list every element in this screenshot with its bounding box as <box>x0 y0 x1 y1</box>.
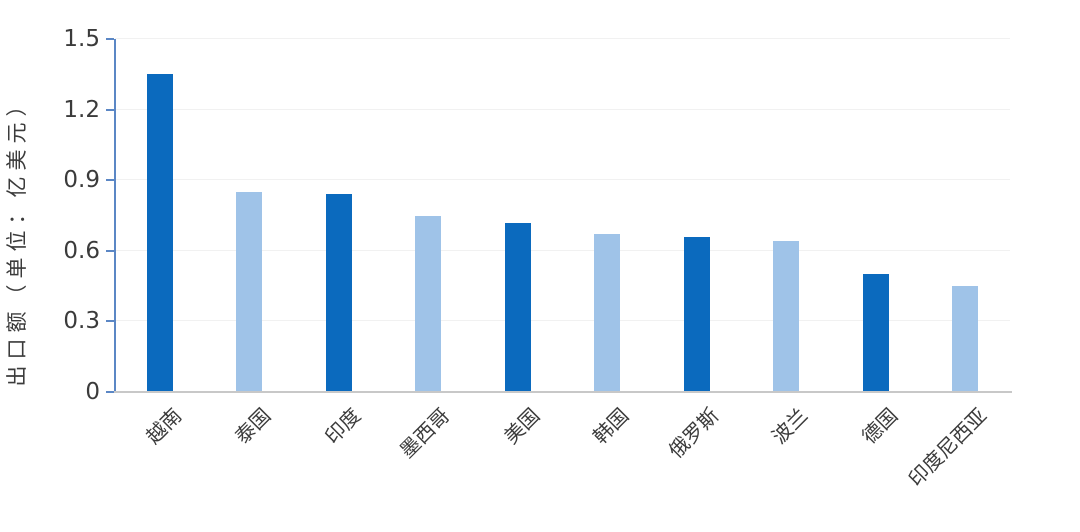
bar-usa <box>504 222 531 392</box>
gridline-0.3 <box>115 320 1010 322</box>
y-tick-0.6 <box>106 249 114 252</box>
bar-russia <box>683 236 710 392</box>
bar-india <box>325 194 352 392</box>
y-tick-0.9 <box>106 179 114 182</box>
y-tick-0.3 <box>106 320 114 323</box>
bar-vietnam <box>146 74 173 392</box>
gridline-1.5 <box>115 38 1010 39</box>
y-axis-title: 出口额（单位：亿美元） <box>5 89 29 387</box>
plot-area <box>113 38 1012 393</box>
y-tick-1.2 <box>106 108 114 111</box>
bar-south-korea <box>594 234 621 392</box>
x-axis-line <box>113 391 1012 393</box>
y-tick-label-0.6: 0.6 <box>63 237 100 264</box>
y-tick-0 <box>106 391 114 393</box>
y-tick-label-0: 0 <box>85 379 100 405</box>
y-tick-label-1.2: 1.2 <box>63 96 100 123</box>
bar-poland <box>773 241 800 392</box>
bar-thailand <box>236 191 263 392</box>
y-tick-1.5 <box>106 38 114 40</box>
bar-germany <box>862 274 889 392</box>
bar-mexico <box>415 215 442 392</box>
gridline-0.6 <box>115 249 1010 251</box>
y-tick-label-0.3: 0.3 <box>63 308 100 335</box>
gridline-0.9 <box>115 179 1010 181</box>
gridline-1.2 <box>115 108 1010 110</box>
y-axis-line <box>114 39 116 392</box>
bar-indonesia <box>952 286 979 392</box>
y-tick-label-1.5: 1.5 <box>63 26 100 52</box>
y-tick-label-0.9: 0.9 <box>63 167 100 194</box>
